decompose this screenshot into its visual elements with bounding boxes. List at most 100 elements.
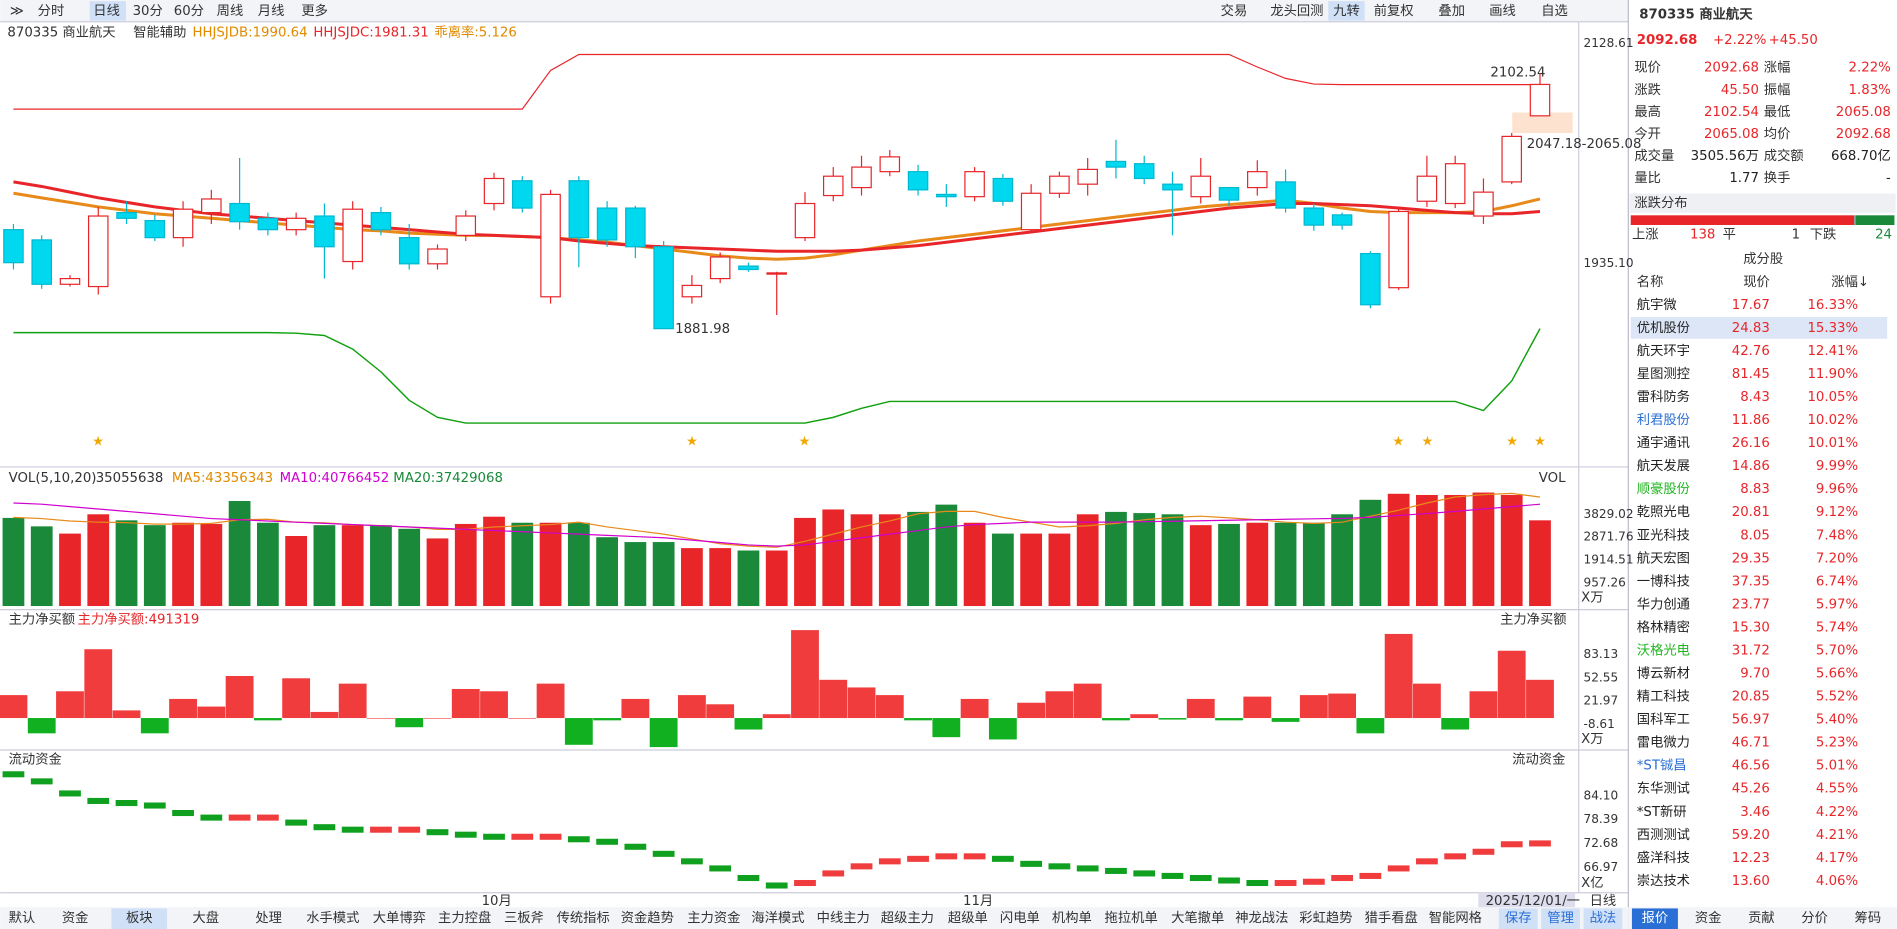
assist[interactable]: 智能辅助 (133, 25, 186, 41)
toolbar-tab[interactable]: 更多 (301, 2, 328, 19)
bottom-tab[interactable]: 传统指标 (557, 910, 610, 926)
bottom-tab[interactable]: 水手模式 (306, 910, 359, 926)
stock-name[interactable]: *ST新研 (1637, 804, 1687, 820)
stock-name[interactable]: 利君股份 (1637, 412, 1690, 428)
candle-body (653, 246, 674, 330)
bottom-tab[interactable]: 拖拉机单 (1105, 910, 1158, 926)
bottom-tab[interactable]: 主力资金 (687, 910, 740, 926)
toolbar-tab[interactable]: 自选 (1541, 3, 1568, 19)
liquidity-bar (1274, 879, 1297, 887)
stock-price: 9.70 (1740, 667, 1770, 682)
toolbar-tab[interactable]: 分时 (38, 3, 65, 19)
net-bar (508, 718, 537, 719)
toolbar-tab[interactable]: 月线 (258, 3, 285, 19)
stock-name[interactable]: 亚光科技 (1637, 527, 1690, 543)
bottom-action[interactable]: 战法 (1590, 910, 1617, 926)
toolbar-tab[interactable]: 画线 (1489, 3, 1516, 19)
stock-name[interactable]: 精工科技 (1637, 689, 1690, 705)
dist-down (1855, 215, 1895, 225)
bottom-tab[interactable]: 海洋模式 (751, 910, 804, 926)
stock-name[interactable]: 通宇通讯 (1637, 435, 1690, 451)
bottom-tab[interactable]: 大盘 (192, 909, 219, 926)
bottom-tab[interactable]: 猎手看盘 (1365, 909, 1418, 926)
toolbar-tab[interactable]: 叠加 (1438, 3, 1465, 19)
stock-change: 5.97% (1816, 597, 1858, 612)
stock-name[interactable]: 航宇微 (1637, 297, 1677, 313)
bottom-tab[interactable]: 三板斧 (504, 910, 544, 926)
bottom-tab[interactable]: 机构单 (1052, 910, 1092, 926)
stock-name[interactable]: 顺豪股份 (1637, 481, 1690, 497)
bottom-action[interactable]: 管理 (1547, 910, 1574, 926)
stock-name[interactable]: 星图测控 (1637, 366, 1690, 382)
stock-name[interactable]: 沃格光电 (1637, 642, 1690, 658)
volume-bar (652, 542, 675, 607)
toolbar-tab[interactable]: 周线 (217, 3, 244, 19)
quote-value: 668.70亿 (1831, 148, 1891, 164)
stock-name[interactable]: 雷电微力 (1637, 735, 1690, 751)
panel-tab[interactable]: 分价 (1801, 910, 1828, 926)
toolbar-tab[interactable]: 前复权 (1374, 2, 1414, 19)
bottom-tab[interactable]: 智能网格 (1429, 910, 1482, 926)
volume-bar (567, 522, 590, 607)
menu-icon[interactable]: ≫ (10, 4, 24, 19)
stock-name[interactable]: 格林精密 (1637, 618, 1690, 635)
stock-name[interactable]: 航天发展 (1637, 458, 1690, 474)
stock-name[interactable]: 西测测试 (1637, 827, 1690, 843)
stock-change: 7.48% (1816, 528, 1858, 543)
panel-tab[interactable]: 贡献 (1748, 910, 1775, 926)
bottom-tab[interactable]: 中线主力 (817, 910, 870, 926)
net-bar (988, 718, 1017, 740)
stock-name[interactable]: 东华测试 (1637, 781, 1690, 797)
toolbar-tab[interactable]: 30分 (133, 3, 163, 19)
bottom-tab[interactable]: 资金 (62, 910, 89, 926)
stock-change: 9.12% (1816, 505, 1858, 520)
bottom-tab[interactable]: 大单博弈 (373, 910, 426, 926)
stock-name[interactable]: 博云新材 (1637, 666, 1690, 682)
bottom-tab[interactable]: 彩虹趋势 (1299, 910, 1352, 926)
stock-price: 26.16 (1732, 436, 1770, 451)
stock-name[interactable]: 华力创通 (1637, 596, 1690, 612)
toolbar-tab[interactable]: 交易 (1221, 2, 1248, 19)
candle-body (681, 284, 703, 298)
panel-tab[interactable]: 筹码 (1855, 909, 1882, 926)
stock-name[interactable]: 盛洋科技 (1637, 850, 1690, 866)
bottom-tab[interactable]: 主力控盘 (438, 909, 491, 926)
bottom-tab[interactable]: 大笔撤单 (1171, 909, 1224, 926)
indicator: 乖离率:5.126 (434, 24, 516, 41)
net-bar (706, 704, 735, 719)
bottom-action[interactable]: 保存 (1505, 910, 1532, 926)
stock-name[interactable]: 崇达技术 (1637, 873, 1690, 889)
stock-name[interactable]: 航天环宇 (1637, 343, 1690, 359)
bottom-tab[interactable]: 超级主力 (881, 910, 934, 926)
toolbar-tab[interactable]: 九转 (1333, 3, 1360, 19)
bottom-tab[interactable]: 闪电单 (1000, 910, 1040, 926)
toolbar-tab[interactable]: 60分 (174, 3, 204, 19)
y-tick-label: 84.10 (1584, 788, 1619, 802)
star-markers: ★ ★ ★ ★ ★ ★ ★ (92, 435, 1546, 450)
stock-name[interactable]: 优机股份 (1637, 320, 1690, 336)
bottom-tab[interactable]: 资金趋势 (621, 910, 674, 926)
net-bar (1299, 695, 1328, 719)
bottom-tab[interactable]: 板块 (126, 910, 153, 926)
stock-price: 23.77 (1732, 597, 1770, 612)
toolbar-tab[interactable]: 日线 (93, 3, 120, 19)
panel-tab[interactable]: 资金 (1695, 910, 1722, 926)
stock-name[interactable]: *ST铖昌 (1637, 757, 1687, 774)
toolbar-tab[interactable]: 龙头回测 (1270, 3, 1323, 19)
liquidity-bar (200, 814, 223, 821)
stock-name[interactable]: 航天宏图 (1637, 550, 1690, 566)
bottom-tab[interactable]: 超级单 (948, 910, 988, 926)
stock-name[interactable]: 国科军工 (1637, 712, 1690, 728)
stock-change: 5.66% (1816, 667, 1858, 682)
panel-tab[interactable]: 报价 (1642, 910, 1669, 926)
bottom-tab[interactable]: 处理 (255, 910, 282, 926)
stock-name[interactable]: 乾照光电 (1637, 504, 1690, 520)
stock-name[interactable]: 雷科防务 (1637, 389, 1690, 405)
quote-label: 涨跌 (1634, 82, 1661, 98)
liquidity-bar (426, 829, 449, 836)
liquidity-bar (1359, 872, 1382, 879)
bottom-tab[interactable]: 神龙战法 (1235, 910, 1288, 926)
net-bar (1186, 698, 1215, 719)
bottom-tab[interactable]: 默认 (9, 910, 36, 926)
stock-name[interactable]: 一博科技 (1637, 573, 1690, 589)
